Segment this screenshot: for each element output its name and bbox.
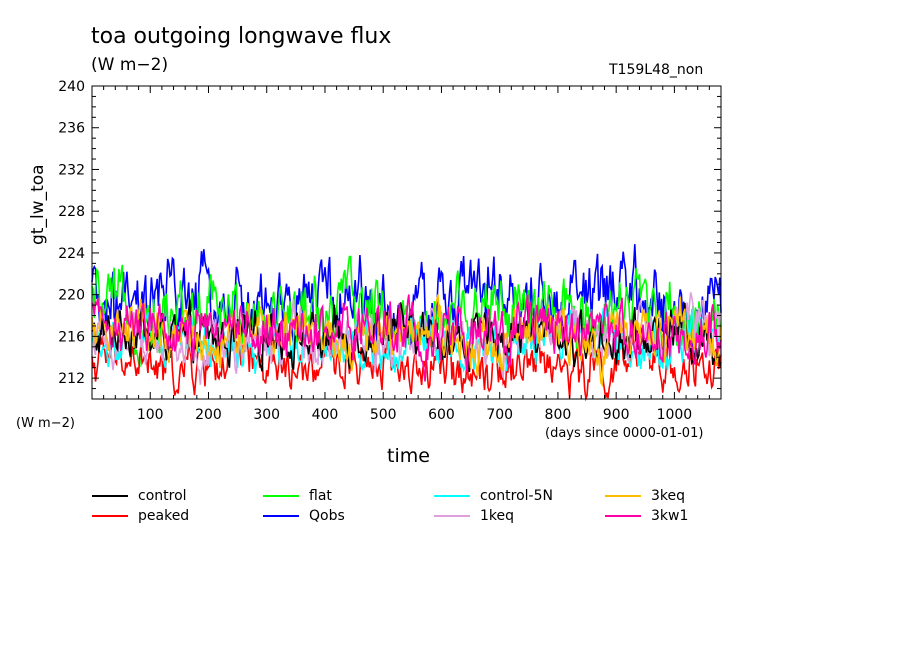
axis-ticks: 100 200 300 400 500 600 700 800 900 1000 212 216 220… [58,79,721,423]
x-tick-label: 1000 [657,407,693,423]
y-tick-label: 216 [58,329,85,345]
plot-series-group [91,244,722,402]
legend-label: peaked [138,508,190,524]
x-tick-label: 500 [370,407,397,423]
y-tick-label: 224 [58,246,85,262]
legend-label: 3kw1 [651,508,689,524]
x-tick-label: 800 [545,407,572,423]
y-axis-label: gt_lw_toa [28,164,48,245]
x-tick-label: 100 [137,407,164,423]
legend-swatch [605,495,641,497]
y-tick-label: 232 [58,162,85,178]
legend-swatch [434,515,470,517]
legend-swatch [263,515,299,517]
x-axis-label: time [387,445,430,467]
legend-swatch [605,515,641,517]
series-line-3kw1 [91,294,722,382]
legend-label: control [138,488,187,504]
y-tick-label: 220 [58,288,85,304]
y-tick-label: 212 [58,371,85,387]
legend-swatch [92,515,128,517]
legend-swatch [92,495,128,497]
x-tick-label: 300 [253,407,280,423]
x-tick-label: 900 [603,407,630,423]
chart-title: toa outgoing longwave flux [91,24,392,49]
x-tick-label: 200 [195,407,222,423]
legend-label: flat [309,488,332,504]
chart-units: (W m−2) [91,55,169,75]
y-tick-label: 236 [58,121,85,137]
y-axis-unit: (W m−2) [16,416,75,431]
legend-label: 3keq [651,488,686,504]
legend-swatch [263,495,299,497]
x-axis-origin: (days since 0000-01-01) [545,426,704,441]
y-tick-label: 228 [58,204,85,220]
legend-label: 1keq [480,508,515,524]
run-id-label: T159L48_non [609,62,704,78]
x-tick-label: 400 [312,407,339,423]
x-tick-label: 600 [428,407,455,423]
y-tick-label: 240 [58,79,85,95]
series-line-peaked [91,331,722,402]
legend-label: Qobs [309,508,345,524]
x-tick-label: 700 [486,407,513,423]
series-line-flat [91,255,722,368]
legend-swatch [434,495,470,497]
legend-label: control-5N [480,488,553,504]
